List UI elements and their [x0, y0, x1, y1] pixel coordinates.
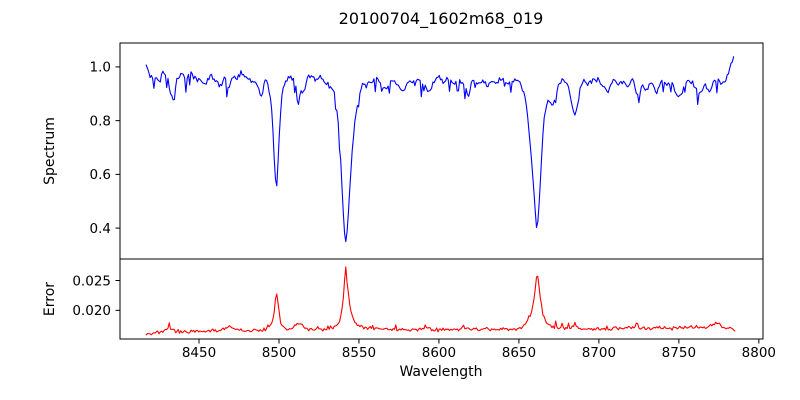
x-tick-label: 8750	[662, 345, 696, 361]
spectrum-panel	[119, 42, 764, 260]
x-tick-label: 8600	[422, 345, 456, 361]
spectrum-data-line	[145, 56, 735, 243]
y-tick-label: 0.6	[90, 167, 111, 183]
x-tick-label: 8450	[182, 345, 216, 361]
x-axis-label: Wavelength	[399, 364, 482, 380]
y-tick-label: 0.4	[90, 221, 111, 237]
y-tick-label: 1.0	[90, 60, 111, 76]
y-tick-label: 0.020	[72, 303, 111, 319]
x-tick-label: 8800	[742, 345, 776, 361]
x-tick-label: 8700	[582, 345, 616, 361]
x-tick-label: 8550	[342, 345, 376, 361]
x-tick-label: 8500	[262, 345, 296, 361]
error-data-line	[145, 266, 736, 336]
error-y-axis-label: Error	[42, 282, 58, 316]
error-panel	[119, 258, 764, 340]
y-tick-label: 0.8	[90, 113, 111, 129]
chart-title: 20100704_1602m68_019	[339, 9, 544, 29]
spectrum-y-axis-label: Spectrum	[42, 117, 58, 185]
axis-ticks: 1.0 0.8 0.6 0.4 0.025 0.020 8450 8500 8550 8600 86…	[72, 60, 776, 361]
y-tick-label: 0.025	[72, 273, 111, 289]
x-tick-label: 8650	[502, 345, 536, 361]
